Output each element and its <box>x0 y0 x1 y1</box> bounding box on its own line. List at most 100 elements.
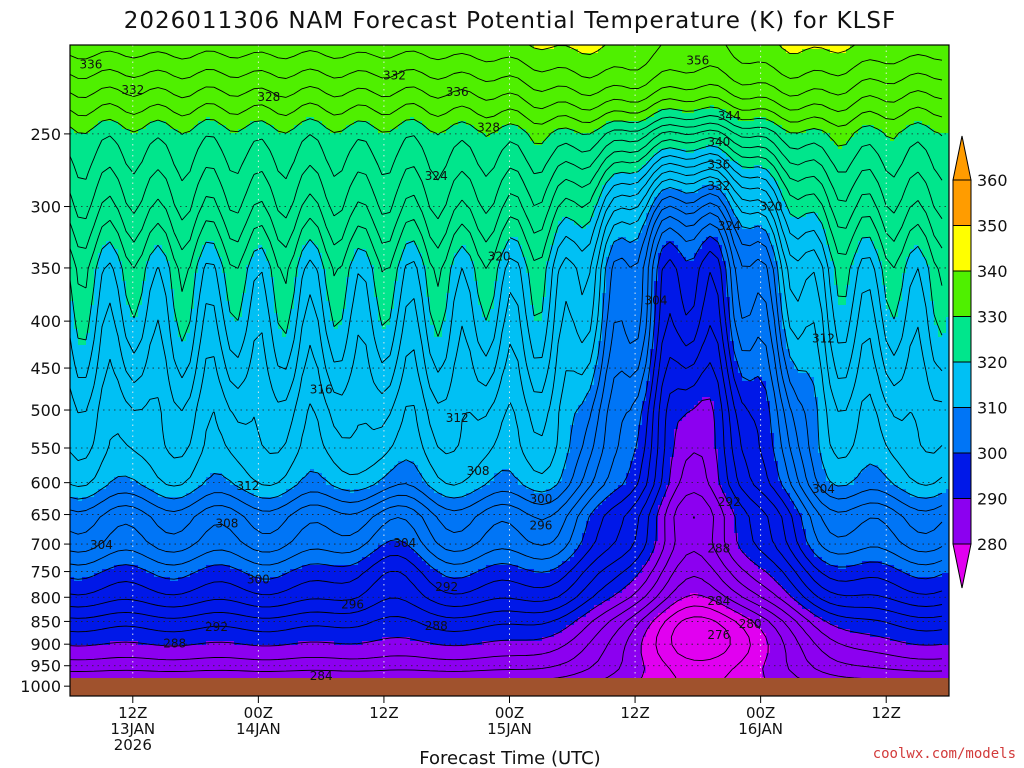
heatmap-cell <box>862 73 867 78</box>
heatmap-cell <box>834 65 839 70</box>
heatmap-cell <box>86 81 91 86</box>
heatmap-cell <box>226 129 231 134</box>
heatmap-cell <box>850 73 855 78</box>
heatmap-cell <box>610 117 615 122</box>
heatmap-cell <box>134 89 139 94</box>
heatmap-cell <box>318 73 323 78</box>
heatmap-cell <box>334 109 339 114</box>
heatmap-cell <box>914 73 919 78</box>
heatmap-cell <box>586 113 591 118</box>
heatmap-cell <box>318 77 323 82</box>
heatmap-cell <box>234 117 239 122</box>
heatmap-cell <box>410 53 415 58</box>
heatmap-cell <box>462 73 467 78</box>
heatmap-cell <box>674 121 679 126</box>
heatmap-cell <box>918 57 923 62</box>
heatmap-cell <box>762 93 767 98</box>
heatmap-cell <box>98 97 103 102</box>
heatmap-cell <box>606 45 611 50</box>
heatmap-cell <box>626 81 631 86</box>
heatmap-cell <box>622 117 627 122</box>
heatmap-cell <box>854 117 859 122</box>
heatmap-cell <box>266 49 271 54</box>
heatmap-cell <box>930 77 935 82</box>
heatmap-cell <box>706 101 711 106</box>
heatmap-cell <box>270 73 275 78</box>
heatmap-cell <box>738 81 743 86</box>
heatmap-cell <box>734 65 739 70</box>
heatmap-cell <box>466 65 471 70</box>
heatmap-cell <box>282 105 287 110</box>
heatmap-cell <box>78 45 83 50</box>
heatmap-cell <box>730 129 735 134</box>
heatmap-cell <box>390 113 395 118</box>
heatmap-cell <box>854 105 859 110</box>
heatmap-cell <box>326 93 331 98</box>
heatmap-cell <box>766 97 771 102</box>
heatmap-cell <box>474 113 479 118</box>
heatmap-cell <box>234 105 239 110</box>
heatmap-cell <box>838 101 843 106</box>
heatmap-cell <box>122 97 127 102</box>
heatmap-cell <box>634 133 639 138</box>
heatmap-cell <box>842 101 847 106</box>
heatmap-cell <box>490 113 495 118</box>
heatmap-cell <box>750 77 755 82</box>
heatmap-cell <box>930 49 935 54</box>
heatmap-cell <box>898 57 903 62</box>
heatmap-cell <box>534 49 539 54</box>
heatmap-cell <box>934 125 939 130</box>
heatmap-cell <box>222 125 227 130</box>
heatmap-cell <box>946 45 949 50</box>
heatmap-cell <box>458 61 463 66</box>
heatmap-cell <box>838 49 843 54</box>
heatmap-cell <box>802 89 807 94</box>
heatmap-cell <box>562 129 567 134</box>
heatmap-cell <box>646 133 651 138</box>
heatmap-cell <box>250 109 255 114</box>
heatmap-cell <box>618 125 623 130</box>
heatmap-cell <box>154 89 159 94</box>
heatmap-cell <box>750 69 755 74</box>
heatmap-cell <box>86 57 91 62</box>
heatmap-cell <box>566 73 571 78</box>
heatmap-cell <box>526 69 531 74</box>
heatmap-cell <box>310 93 315 98</box>
heatmap-cell <box>94 93 99 98</box>
heatmap-cell <box>122 65 127 70</box>
heatmap-cell <box>70 121 75 126</box>
heatmap-cell <box>266 73 271 78</box>
heatmap-cell <box>122 121 127 126</box>
heatmap-cell <box>434 129 439 134</box>
heatmap-cell <box>270 61 275 66</box>
heatmap-cell <box>850 105 855 110</box>
heatmap-cell <box>538 81 543 86</box>
heatmap-cell <box>530 77 535 82</box>
heatmap-cell <box>322 89 327 94</box>
heatmap-cell <box>550 105 555 110</box>
heatmap-cell <box>238 53 243 58</box>
heatmap-cell <box>150 73 155 78</box>
heatmap-cell <box>398 93 403 98</box>
heatmap-cell <box>410 121 415 126</box>
heatmap-cell <box>918 109 923 114</box>
heatmap-cell <box>554 117 559 122</box>
heatmap-cell <box>714 109 719 114</box>
heatmap-cell <box>258 81 263 86</box>
heatmap-cell <box>110 121 115 126</box>
heatmap-cell <box>478 49 483 54</box>
heatmap-cell <box>274 129 279 134</box>
heatmap-cell <box>342 133 347 138</box>
heatmap-cell <box>282 53 287 58</box>
heatmap-cell <box>902 77 907 82</box>
heatmap-cell <box>326 85 331 90</box>
heatmap-cell <box>934 129 939 134</box>
heatmap-cell <box>530 97 535 102</box>
heatmap-cell <box>678 129 683 134</box>
heatmap-cell <box>86 49 91 54</box>
heatmap-cell <box>854 69 859 74</box>
heatmap-cell <box>798 49 803 54</box>
heatmap-cell <box>506 93 511 98</box>
heatmap-cell <box>746 77 751 82</box>
heatmap-cell <box>866 105 871 110</box>
